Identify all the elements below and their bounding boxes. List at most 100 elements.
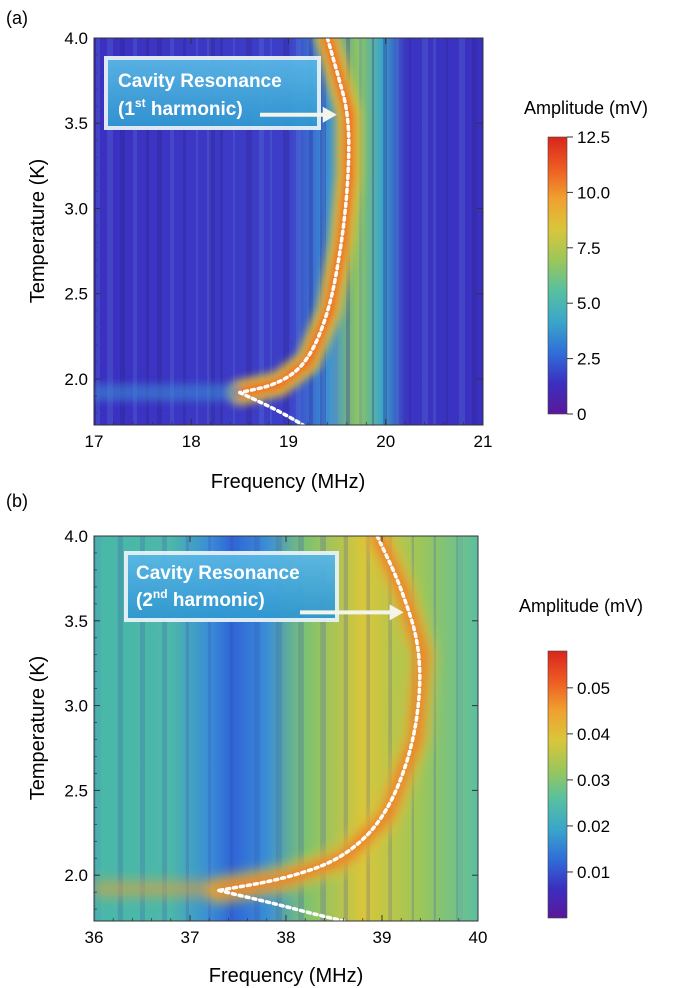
- heatmap-stripe: [389, 536, 392, 921]
- y-tick-label: 4.0: [64, 527, 88, 546]
- heatmap-stripe: [434, 536, 436, 921]
- y-tick-label: 3.5: [64, 114, 88, 133]
- colorbar-tick-label: 2.5: [577, 350, 601, 369]
- colorbar-tick-label: 0.04: [577, 725, 610, 744]
- heatmap-stripe: [133, 38, 137, 425]
- heatmap-stripe: [254, 536, 260, 921]
- heatmap-stripe: [446, 38, 448, 425]
- heatmap-stripe: [146, 38, 149, 425]
- heatmap-stripe: [459, 38, 465, 425]
- axis-ticks-b: 36 37 38 39 40 2.0 2.5 3.0 3.5 4.0: [64, 527, 487, 947]
- colorbar-gradient-b: [547, 650, 568, 919]
- heatmap-stripe: [209, 38, 215, 425]
- heatmap-stripe: [433, 38, 436, 425]
- colorbar-tick-label: 5.0: [577, 294, 601, 313]
- x-tick-label: 38: [277, 928, 296, 947]
- y-tick-label: 2.0: [64, 866, 88, 885]
- heatmap-stripe: [359, 38, 362, 425]
- heatmap-stripe: [231, 536, 233, 921]
- low-temperature-band: [94, 880, 219, 898]
- heatmap-stripe: [372, 38, 374, 425]
- heatmap-stripe: [422, 38, 428, 425]
- x-tick-label: 39: [373, 928, 392, 947]
- colorbar-title-b: Amplitude (mV): [519, 596, 643, 616]
- heatmap-stripe: [367, 536, 370, 921]
- heatmap-stripe: [183, 38, 186, 425]
- annotation-line2-a: (1st harmonic): [118, 96, 243, 120]
- resonance-curve-upper-a: [238, 36, 351, 395]
- colorbar-gradient-a: [547, 136, 568, 415]
- heatmap-stripe: [456, 536, 458, 921]
- heatmap-stripe: [233, 38, 235, 425]
- heatmap-stripe: [157, 38, 162, 425]
- panel-b: (b) 36 37 38 39 40 2.0 2.5 3.0 3.5 4.0 Cavity Res…: [6, 491, 643, 987]
- annotation-arrowhead-a: [322, 106, 337, 123]
- annotation-arrowhead-b: [389, 604, 404, 621]
- heatmap-b-stripes: [94, 536, 463, 921]
- heatmap-stripe: [196, 38, 198, 425]
- x-axis-label-a: Frequency (MHz): [211, 471, 365, 493]
- annotation-box-b: [124, 551, 339, 622]
- panel-a: (a) 17 18 19 20 21 2.0 2.5 3.0 3.5 4.0 Cavity Res…: [6, 8, 648, 493]
- heatmap-stripe: [208, 536, 211, 921]
- resonance-curve-lower-b: [217, 888, 346, 923]
- annotation-a: Cavity Resonance (1st harmonic): [104, 56, 337, 130]
- colorbar-tick-label: 12.5: [577, 128, 610, 147]
- x-axis-label-b: Frequency (MHz): [209, 965, 363, 987]
- axis-ticks-a: 17 18 19 20 21 2.0 2.5 3.0 3.5 4.0: [64, 29, 492, 451]
- heatmap-stripe: [117, 536, 123, 921]
- colorbar-ticks-a: 0 2.5 5.0 7.5 10.0 12.5: [567, 128, 610, 424]
- annotation-line1-b: Cavity Resonance: [136, 563, 300, 584]
- heatmap-stripe: [320, 536, 326, 921]
- x-tick-label: 20: [376, 432, 395, 451]
- colorbar-ticks-b: 0.01 0.02 0.03 0.04 0.05: [567, 679, 610, 882]
- x-tick-label: 17: [85, 432, 104, 451]
- y-tick-label: 3.0: [64, 697, 88, 716]
- heatmap-stripe: [320, 38, 326, 425]
- heatmap-stripe: [396, 38, 399, 425]
- annotation-b: Cavity Resonance (2nd harmonic): [124, 551, 404, 622]
- colorbar-tick-label: 0.02: [577, 817, 610, 836]
- heatmap-stripe: [207, 38, 211, 425]
- resonance-curve-upper-b: [217, 534, 422, 893]
- heatmap-stripe: [141, 536, 145, 921]
- x-tick-label: 18: [182, 432, 201, 451]
- x-tick-label: 40: [469, 928, 488, 947]
- panel-label-a: (a): [6, 8, 28, 28]
- colorbar-tick-label: 0: [577, 405, 586, 424]
- heatmap-stripe: [383, 38, 387, 425]
- heatmap-stripe: [96, 38, 100, 425]
- heatmap-stripe: [296, 38, 301, 425]
- heatmap-stripe: [186, 536, 189, 921]
- heatmap-stripe: [299, 536, 304, 921]
- heatmap-stripe: [259, 38, 264, 425]
- heatmap-stripe: [388, 536, 392, 921]
- x-tick-label: 37: [181, 928, 200, 947]
- heatmap-stripe: [94, 38, 96, 425]
- heatmap-stripe: [253, 536, 255, 921]
- heatmap-stripe: [457, 536, 463, 921]
- heatmap-stripe: [120, 38, 125, 425]
- heatmap-stripe: [409, 38, 411, 425]
- heatmap-stripe: [107, 38, 113, 425]
- heatmap-stripe: [185, 536, 189, 921]
- heatmap-stripe: [309, 38, 313, 425]
- x-tick-label: 19: [279, 432, 298, 451]
- heatmap-stripe: [163, 536, 167, 921]
- x-tick-label: 21: [474, 432, 493, 451]
- colorbar-tick-label: 10.0: [577, 183, 610, 202]
- heatmap-stripe: [162, 536, 167, 921]
- heatmap-stripe: [321, 536, 326, 921]
- panel-label-b: (b): [6, 491, 28, 511]
- heatmap-stripe: [140, 536, 145, 921]
- x-tick-label: 36: [85, 928, 104, 947]
- annotation-box-a: [104, 56, 321, 130]
- heatmap-stripe: [118, 536, 123, 921]
- heatmap-stripe: [283, 38, 289, 425]
- heatmap-stripe: [276, 536, 282, 921]
- y-axis-label-a: Temperature (K): [27, 159, 49, 304]
- y-tick-label: 3.5: [64, 612, 88, 631]
- colorbar-b: Amplitude (mV) 0.01 0.02 0.03 0.04 0.05: [519, 596, 643, 919]
- annotation-line2-b: (2nd harmonic): [136, 587, 265, 611]
- heatmap-stripe: [207, 536, 211, 921]
